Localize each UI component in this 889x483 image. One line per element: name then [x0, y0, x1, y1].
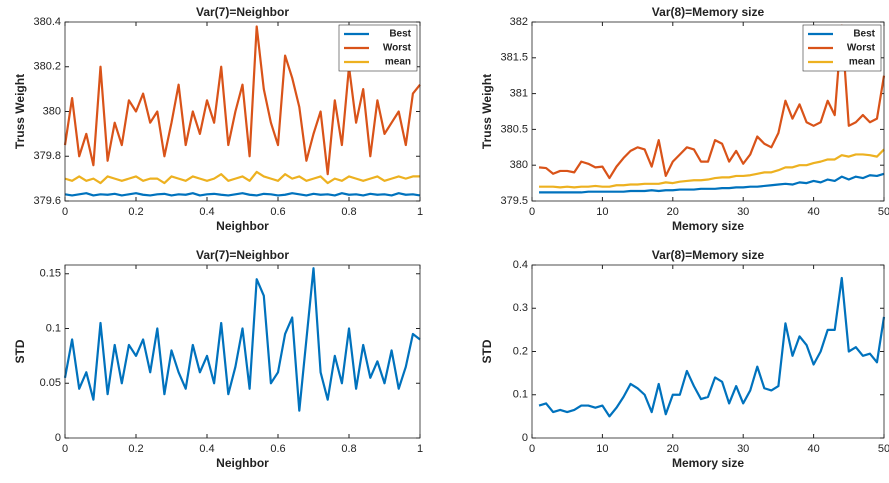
axes-frame	[64, 21, 421, 202]
y-axis-label: Truss Weight	[13, 74, 27, 149]
x-tick-label: 0.2	[128, 443, 143, 455]
legend-label: Best	[389, 29, 411, 40]
axes-frame	[531, 264, 885, 439]
chart-title: Var(7)=Neighbor	[196, 248, 289, 262]
x-tick-label: 0.8	[341, 206, 356, 218]
x-tick-label: 0.2	[128, 206, 143, 218]
y-tick-label: 0.2	[513, 345, 528, 357]
x-tick-label: 10	[596, 206, 608, 218]
y-tick-label: 380	[510, 159, 528, 171]
x-tick-label: 50	[878, 206, 889, 218]
x-tick-label: 40	[807, 443, 819, 455]
x-tick-label: 20	[667, 443, 679, 455]
x-tick-label: 10	[596, 443, 608, 455]
x-tick-label: 20	[667, 206, 679, 218]
y-axis-label: Truss Weight	[480, 74, 494, 149]
series-line	[64, 170, 420, 185]
y-tick-label: 380	[43, 105, 61, 117]
x-tick-label: 0	[62, 443, 68, 455]
y-axis-label: STD	[13, 339, 27, 363]
y-tick-label: 0.1	[46, 322, 61, 334]
axes-frame	[531, 21, 885, 202]
legend-label: mean	[385, 57, 411, 68]
y-tick-label: 0	[55, 432, 61, 444]
y-tick-label: 380.4	[33, 16, 61, 28]
y-tick-label: 0.3	[513, 302, 528, 314]
series-line	[539, 148, 885, 189]
y-axis-label: STD	[480, 339, 494, 363]
legend-label: Worst	[383, 43, 412, 54]
x-tick-label: 0	[529, 443, 535, 455]
y-tick-label: 0.15	[40, 268, 61, 280]
x-axis-label: Neighbor	[216, 456, 269, 470]
chart-title: Var(8)=Memory size	[652, 248, 765, 262]
y-tick-label: 379.5	[500, 195, 528, 207]
series-line	[539, 172, 885, 194]
y-tick-label: 379.6	[33, 195, 61, 207]
x-tick-label: 0.4	[199, 443, 214, 455]
plot-area	[532, 265, 884, 438]
series-line	[63, 25, 421, 176]
x-tick-label: 30	[737, 206, 749, 218]
y-tick-label: 380.2	[33, 61, 61, 73]
series-line	[538, 276, 886, 418]
legend-label: Best	[853, 29, 875, 40]
x-axis-label: Memory size	[672, 456, 744, 470]
series-line	[64, 192, 421, 197]
x-tick-label: 40	[807, 206, 819, 218]
y-tick-label: 0.1	[513, 389, 528, 401]
x-tick-label: 0	[62, 206, 68, 218]
legend-label: mean	[849, 57, 875, 68]
y-tick-label: 379.8	[33, 150, 61, 162]
x-tick-label: 0.6	[270, 443, 285, 455]
x-tick-label: 1	[417, 443, 423, 455]
chart-title: Var(8)=Memory size	[652, 5, 765, 19]
series-line	[538, 24, 886, 180]
x-tick-label: 30	[737, 443, 749, 455]
x-axis-label: Neighbor	[216, 219, 269, 233]
plot-area	[65, 265, 420, 438]
y-tick-label: 381.5	[500, 52, 528, 64]
x-axis-label: Memory size	[672, 219, 744, 233]
x-tick-label: 0.4	[199, 206, 214, 218]
series-line	[63, 267, 421, 412]
y-tick-label: 380.5	[500, 123, 528, 135]
y-tick-label: 0	[522, 432, 528, 444]
x-tick-label: 50	[878, 443, 889, 455]
y-tick-label: 382	[510, 16, 528, 28]
legend-label: Worst	[847, 43, 876, 54]
y-tick-label: 0.05	[40, 377, 61, 389]
x-tick-label: 0.8	[341, 443, 356, 455]
chart-title: Var(7)=Neighbor	[196, 5, 289, 19]
x-tick-label: 1	[417, 206, 423, 218]
axes-frame	[64, 264, 421, 439]
y-tick-label: 381	[510, 88, 528, 100]
y-tick-label: 0.4	[513, 259, 528, 271]
x-tick-label: 0.6	[270, 206, 285, 218]
x-tick-label: 0	[529, 206, 535, 218]
